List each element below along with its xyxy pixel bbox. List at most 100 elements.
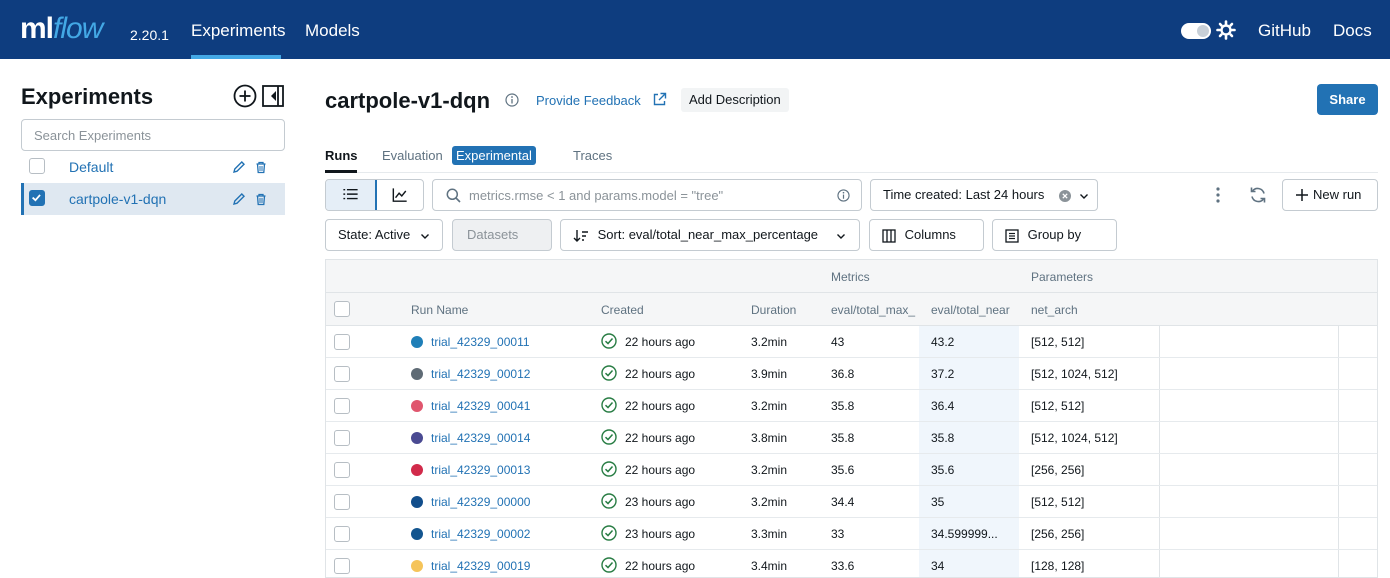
- experiment-name[interactable]: cartpole-v1-dqn: [69, 191, 167, 207]
- metric-max-cell: 35.6: [831, 463, 855, 477]
- run-name-link[interactable]: trial_42329_00011: [431, 335, 530, 349]
- row-checkbox[interactable]: [334, 430, 350, 446]
- run-name-link[interactable]: trial_42329_00041: [431, 399, 531, 413]
- run-color-dot[interactable]: [411, 560, 423, 572]
- row-checkbox[interactable]: [334, 398, 350, 414]
- state-filter-label: State: Active: [338, 227, 411, 242]
- chart-icon: [392, 188, 407, 202]
- refresh-icon[interactable]: [1249, 186, 1267, 204]
- columns-dropdown[interactable]: Columns: [869, 219, 984, 269]
- row-checkbox[interactable]: [334, 366, 350, 382]
- table-view-button[interactable]: [326, 180, 377, 210]
- experiment-search-input[interactable]: [21, 119, 285, 151]
- table-row[interactable]: trial_42329_00019 22 hours ago 3.4min 33…: [326, 550, 1377, 577]
- state-filter-dropdown[interactable]: State: Active: [325, 219, 443, 251]
- edit-icon[interactable]: [232, 192, 246, 206]
- run-name-link[interactable]: trial_42329_00019: [431, 559, 531, 573]
- experiment-title: cartpole-v1-dqn: [325, 88, 491, 113]
- metric-max-cell: 34.4: [831, 495, 855, 509]
- experiment-checkbox[interactable]: [29, 190, 45, 206]
- run-search-box[interactable]: [432, 179, 862, 211]
- run-color-dot[interactable]: [411, 496, 423, 508]
- trash-icon[interactable]: [254, 192, 268, 206]
- trash-icon[interactable]: [254, 160, 268, 174]
- metric-near-cell: 36.4: [931, 399, 955, 413]
- table-row[interactable]: trial_42329_00041 22 hours ago 3.2min 35…: [326, 390, 1377, 422]
- table-row[interactable]: trial_42329_00013 22 hours ago 3.2min 35…: [326, 454, 1377, 486]
- row-checkbox[interactable]: [334, 526, 350, 542]
- provide-feedback-link[interactable]: Provide Feedback: [536, 93, 641, 108]
- nav-models[interactable]: Models: [305, 21, 360, 40]
- new-run-button[interactable]: New run: [1282, 179, 1378, 211]
- sidebar-item-default[interactable]: Default: [21, 151, 285, 183]
- more-options-icon[interactable]: [1216, 186, 1220, 204]
- nav-experiments[interactable]: Experiments: [191, 21, 286, 40]
- tab-evaluation[interactable]: Evaluation: [382, 148, 443, 163]
- time-filter-label: Time created: Last 24 hours: [883, 187, 1045, 202]
- created-cell: 23 hours ago: [625, 495, 696, 509]
- status-finished-icon: [601, 525, 617, 541]
- docs-link[interactable]: Docs: [1333, 21, 1372, 40]
- run-color-dot[interactable]: [411, 432, 423, 444]
- collapse-sidebar-icon[interactable]: [261, 84, 285, 108]
- group-by-dropdown[interactable]: Group by: [992, 219, 1117, 269]
- add-experiment-icon[interactable]: [233, 84, 257, 108]
- header-net-arch[interactable]: net_arch: [1031, 303, 1078, 317]
- metric-max-cell: 33: [831, 527, 845, 541]
- column-divider: [1338, 326, 1339, 577]
- tab-runs[interactable]: Runs: [325, 148, 358, 163]
- run-name-link[interactable]: trial_42329_00012: [431, 367, 531, 381]
- header-metric-max[interactable]: eval/total_max_: [831, 303, 916, 317]
- chart-view-button[interactable]: [376, 180, 423, 210]
- sort-icon: [573, 229, 588, 242]
- experiment-checkbox[interactable]: [29, 158, 45, 174]
- sun-icon[interactable]: [1216, 20, 1236, 40]
- header-duration[interactable]: Duration: [751, 303, 797, 317]
- edit-icon[interactable]: [232, 160, 246, 174]
- run-color-dot[interactable]: [411, 464, 423, 476]
- clear-icon[interactable]: [1059, 190, 1071, 202]
- run-color-dot[interactable]: [411, 336, 423, 348]
- tab-traces[interactable]: Traces: [573, 148, 613, 163]
- new-run-label: New run: [1313, 187, 1362, 202]
- table-row[interactable]: trial_42329_00011 22 hours ago 3.2min 43…: [326, 326, 1377, 358]
- experiment-name[interactable]: Default: [69, 159, 114, 175]
- dark-mode-toggle[interactable]: [1181, 23, 1211, 39]
- table-row[interactable]: trial_42329_00000 23 hours ago 3.2min 34…: [326, 486, 1377, 518]
- run-name-link[interactable]: trial_42329_00002: [431, 527, 531, 541]
- row-checkbox[interactable]: [334, 334, 350, 350]
- header-created[interactable]: Created: [601, 303, 644, 317]
- run-color-dot[interactable]: [411, 368, 423, 380]
- view-mode-toggle[interactable]: [325, 179, 424, 211]
- row-checkbox[interactable]: [334, 462, 350, 478]
- table-row[interactable]: trial_42329_00002 23 hours ago 3.3min 33…: [326, 518, 1377, 550]
- net-arch-cell: [512, 512]: [1031, 335, 1085, 349]
- add-description-button[interactable]: Add Description: [681, 88, 789, 112]
- run-name-link[interactable]: trial_42329_00013: [431, 463, 531, 477]
- search-icon: [446, 188, 461, 203]
- header-run-name[interactable]: Run Name: [411, 303, 469, 317]
- mlflow-logo[interactable]: ml flow: [20, 12, 103, 46]
- status-finished-icon: [601, 557, 617, 573]
- row-checkbox[interactable]: [334, 494, 350, 510]
- duration-cell: 3.4min: [751, 559, 788, 573]
- time-created-filter[interactable]: Time created: Last 24 hours: [870, 179, 1098, 211]
- table-row[interactable]: trial_42329_00012 22 hours ago 3.9min 36…: [326, 358, 1377, 390]
- run-name-link[interactable]: trial_42329_00014: [431, 431, 531, 445]
- external-link-icon[interactable]: [652, 92, 667, 107]
- run-search-input[interactable]: [469, 186, 829, 204]
- header-metric-near[interactable]: eval/total_near: [931, 303, 1010, 317]
- row-checkbox[interactable]: [334, 558, 350, 574]
- sidebar-item-cartpole-v1-dqn[interactable]: cartpole-v1-dqn: [21, 183, 285, 215]
- run-color-dot[interactable]: [411, 400, 423, 412]
- info-icon[interactable]: [505, 93, 519, 107]
- run-color-dot[interactable]: [411, 528, 423, 540]
- info-icon[interactable]: [837, 189, 850, 202]
- sort-dropdown[interactable]: Sort: eval/total_near_max_percentage: [560, 219, 860, 251]
- github-link[interactable]: GitHub: [1258, 21, 1311, 40]
- datasets-filter-dropdown[interactable]: Datasets: [452, 219, 552, 269]
- select-all-checkbox[interactable]: [334, 301, 350, 317]
- share-button[interactable]: Share: [1317, 84, 1378, 115]
- table-row[interactable]: trial_42329_00014 22 hours ago 3.8min 35…: [326, 422, 1377, 454]
- run-name-link[interactable]: trial_42329_00000: [431, 495, 531, 509]
